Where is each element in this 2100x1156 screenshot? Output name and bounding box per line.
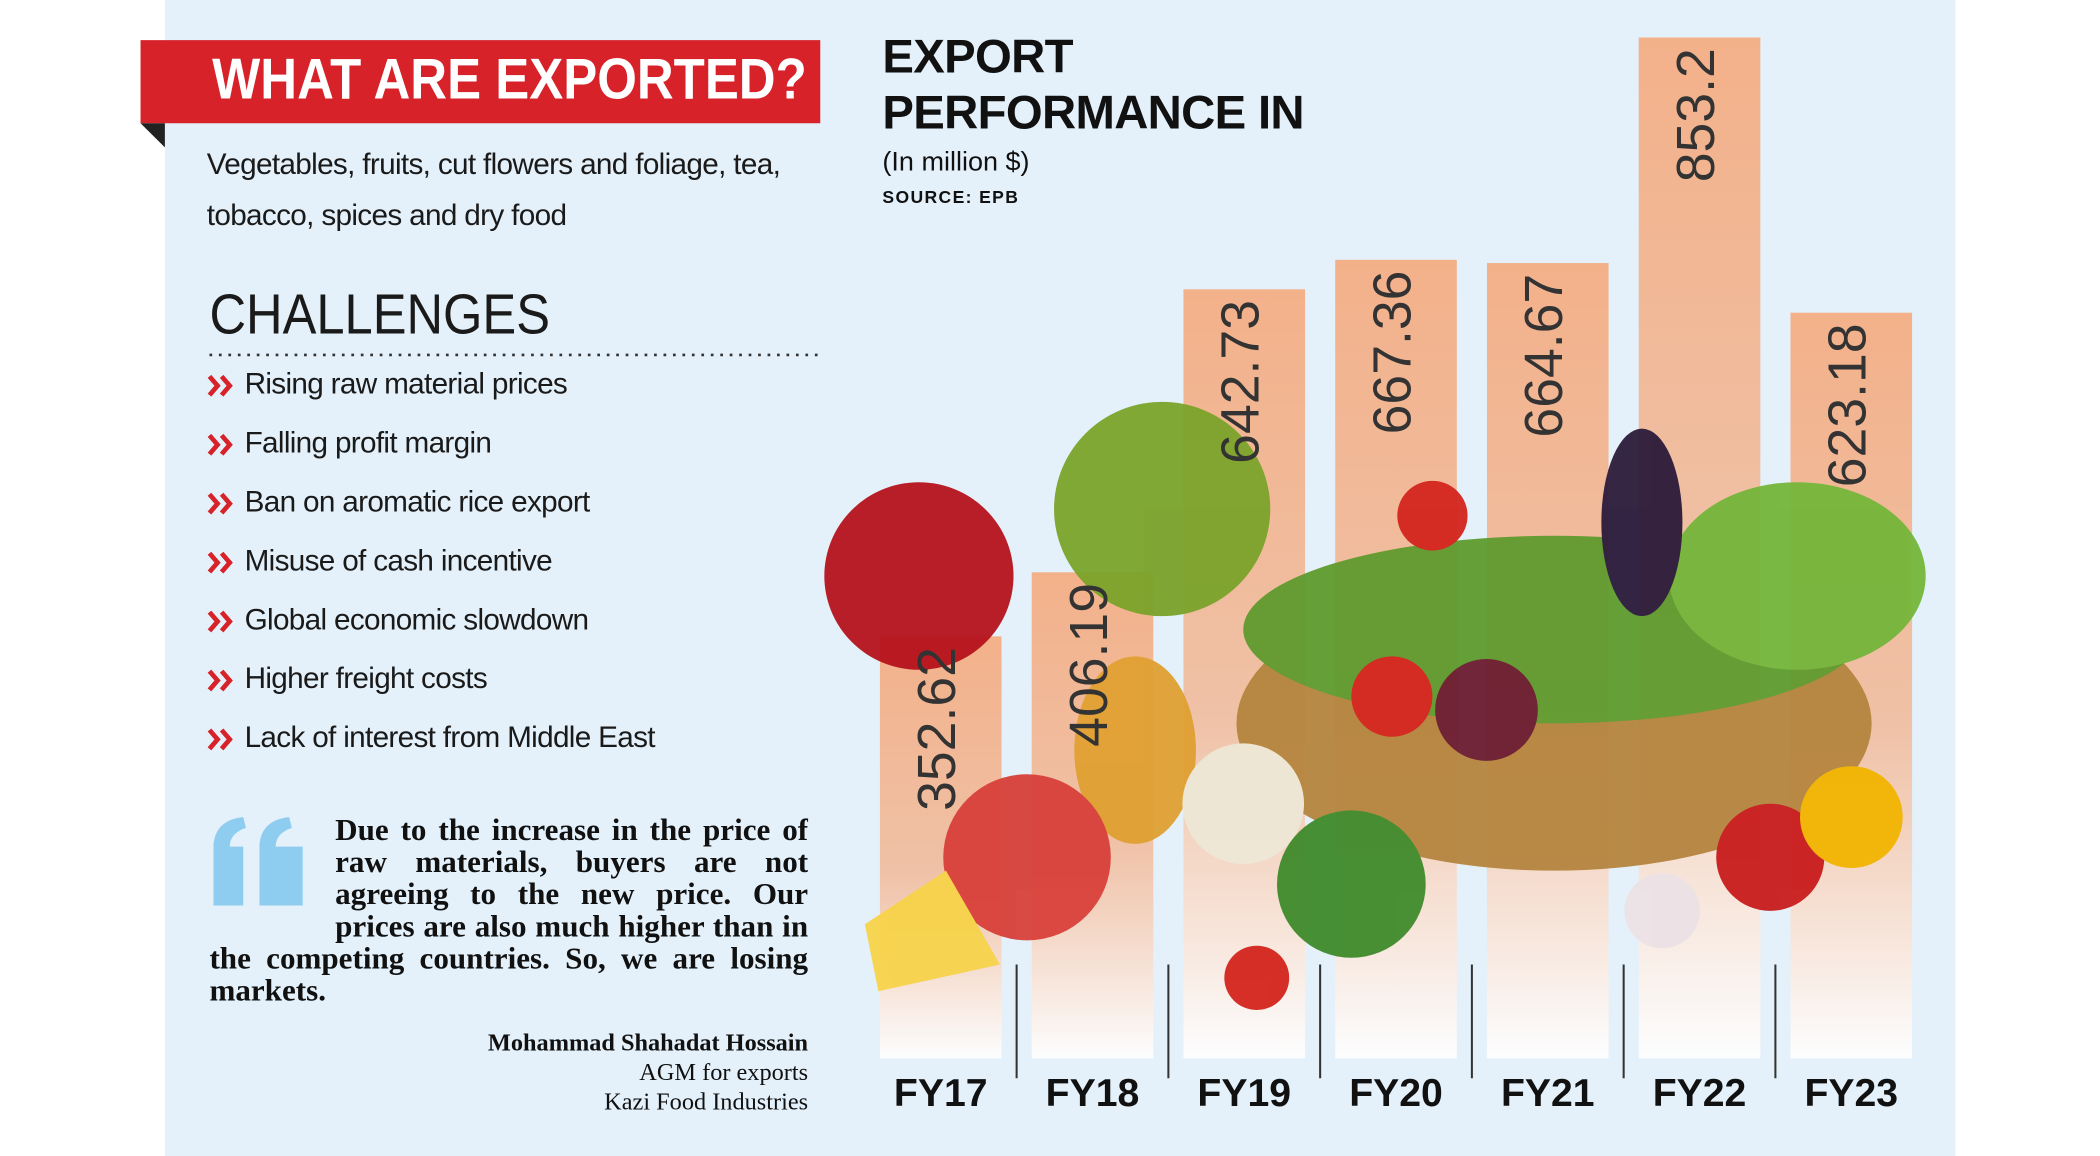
chevron bbox=[207, 610, 233, 633]
quote-spacer bbox=[209, 814, 335, 943]
produce-illustration bbox=[824, 401, 1926, 1010]
title-banner bbox=[140, 40, 821, 124]
labels: 352.62 FY17 406.19 FY18 642.73 FY19 667.36 FY20… bbox=[894, 48, 1898, 1115]
quote-author: Mohammad Shahadat Hossain bbox=[488, 1029, 809, 1056]
chevron bbox=[207, 492, 233, 515]
tomato bbox=[1351, 656, 1433, 737]
chevron bbox=[207, 374, 233, 397]
chart-subtitle: (In million $) bbox=[882, 147, 1029, 177]
jackfruit bbox=[1054, 401, 1271, 617]
challenge-item: Misuse of cash incentive bbox=[245, 544, 553, 577]
x-tick-label: FY18 bbox=[1046, 1072, 1140, 1115]
onion bbox=[1435, 659, 1538, 761]
challenge-item: Global economic slowdown bbox=[245, 603, 589, 636]
quote-org: Kazi Food Industries bbox=[604, 1088, 808, 1115]
x-tick-label: FY23 bbox=[1804, 1072, 1898, 1115]
chart-title: EXPORT PERFORMANCE IN JULY-FEBRUARY bbox=[882, 30, 1304, 150]
broccoli bbox=[1277, 810, 1426, 958]
x-tick-label: FY20 bbox=[1349, 1072, 1443, 1115]
pineapple bbox=[1074, 656, 1196, 844]
mango bbox=[943, 774, 1111, 941]
value-label: 853.2 bbox=[1666, 48, 1726, 182]
chart-source: SOURCE: EPB bbox=[882, 187, 1019, 207]
chevron bbox=[207, 669, 233, 692]
chevron bbox=[207, 728, 233, 751]
eggplant bbox=[1601, 428, 1683, 617]
lettuce bbox=[1668, 482, 1926, 670]
roses bbox=[824, 482, 1014, 670]
challenge-item: Falling profit margin bbox=[245, 427, 492, 460]
chart-title-box: EXPORT PERFORMANCE IN JULY-FEBRUARY bbox=[882, 30, 1304, 150]
x-tick-label: FY17 bbox=[894, 1072, 988, 1115]
description: Vegetables, fruits, cut flowers and foli… bbox=[206, 147, 781, 232]
chevron bbox=[207, 551, 233, 574]
tomato bbox=[1397, 480, 1468, 551]
x-tick-label: FY22 bbox=[1653, 1072, 1747, 1115]
value-label: 664.67 bbox=[1514, 274, 1574, 438]
value-label: 406.19 bbox=[1059, 583, 1119, 747]
pineapple-slice bbox=[864, 870, 1000, 992]
value-label: 352.62 bbox=[907, 647, 967, 811]
quote-mark bbox=[213, 817, 303, 906]
description-box: Vegetables, fruits, cut flowers and foli… bbox=[206, 147, 781, 232]
quote-glyph bbox=[259, 817, 303, 906]
challenge-item: Rising raw material prices bbox=[245, 368, 568, 401]
challenge-item: Ban on aromatic rice export bbox=[245, 486, 590, 519]
quote-role: AGM for exports bbox=[639, 1059, 808, 1086]
quote-box: Due to the increase in the price of raw … bbox=[209, 814, 808, 1007]
tomato bbox=[1224, 945, 1290, 1010]
x-tick-label: FY19 bbox=[1197, 1072, 1291, 1115]
challenges-heading: CHALLENGES bbox=[209, 283, 550, 346]
panel-title: WHAT ARE EXPORTED? bbox=[212, 47, 807, 111]
challenge-item: Higher freight costs bbox=[245, 662, 487, 695]
quote-glyph bbox=[213, 817, 246, 906]
quote-text: Due to the increase in the price of raw … bbox=[209, 814, 809, 1008]
banner-fold bbox=[140, 123, 165, 148]
value-label: 623.18 bbox=[1817, 323, 1877, 487]
quote-container: Due to the increase in the price of raw … bbox=[209, 814, 808, 1007]
garlic bbox=[1624, 873, 1700, 949]
cauliflower bbox=[1182, 743, 1305, 864]
challenge-item: Lack of interest from Middle East bbox=[245, 721, 656, 754]
x-tick-label: FY21 bbox=[1501, 1072, 1595, 1115]
challenges-list: Rising raw material prices Falling profit… bbox=[207, 368, 656, 754]
value-label: 667.36 bbox=[1362, 271, 1422, 435]
pepper bbox=[1800, 766, 1903, 869]
pepper bbox=[1716, 803, 1825, 911]
chevron bbox=[207, 433, 233, 456]
value-label: 642.73 bbox=[1210, 300, 1270, 464]
